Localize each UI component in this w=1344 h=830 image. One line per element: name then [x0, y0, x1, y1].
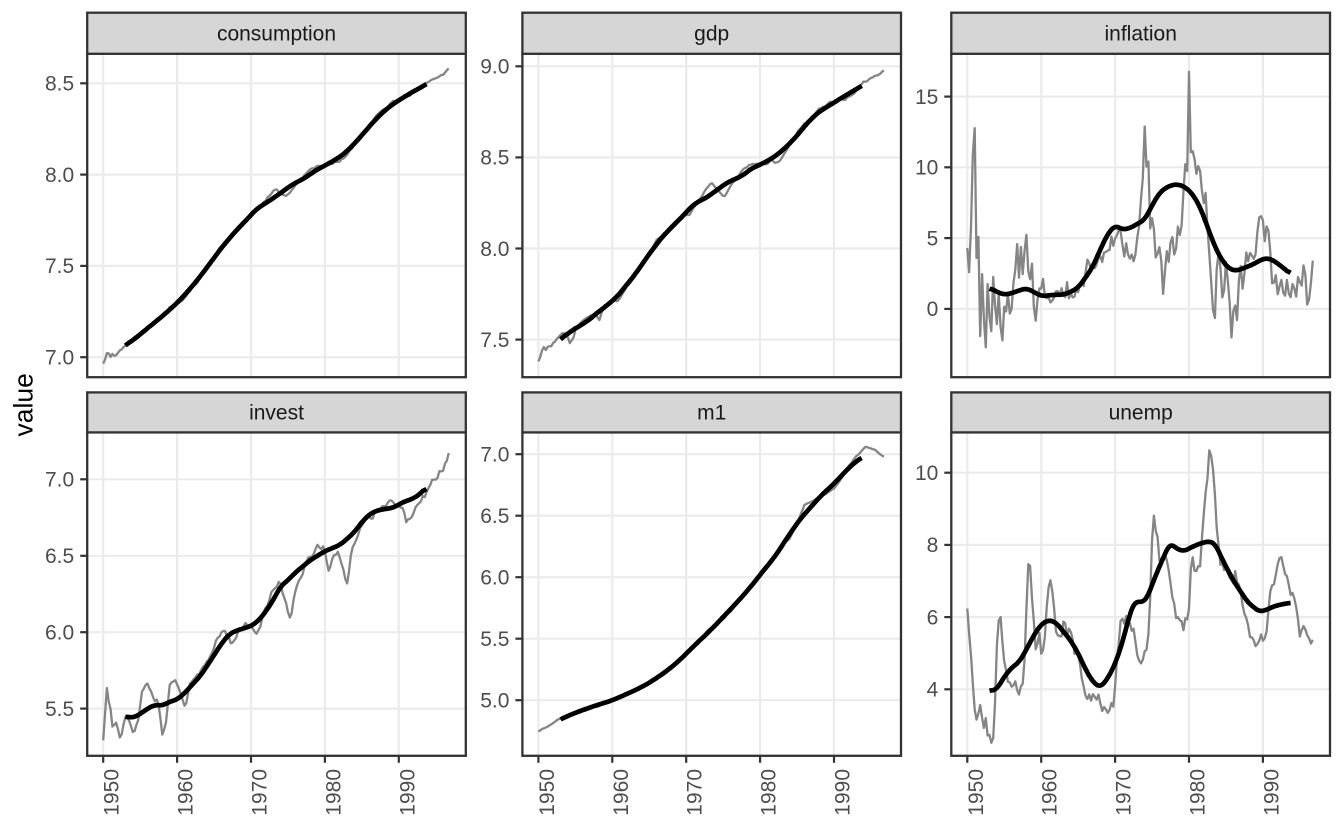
svg-text:1980: 1980: [758, 769, 781, 816]
svg-text:4: 4: [927, 679, 939, 702]
svg-text:5: 5: [927, 227, 939, 250]
svg-text:7.0: 7.0: [45, 347, 74, 370]
svg-text:1990: 1990: [396, 769, 419, 816]
svg-text:1960: 1960: [175, 769, 198, 816]
svg-text:8.0: 8.0: [45, 164, 74, 187]
svg-text:1960: 1960: [1039, 769, 1062, 816]
svg-text:7.0: 7.0: [480, 444, 509, 467]
svg-text:6.0: 6.0: [480, 567, 509, 590]
svg-text:8.5: 8.5: [480, 147, 509, 170]
svg-text:5.5: 5.5: [45, 698, 74, 721]
svg-text:10: 10: [915, 462, 938, 485]
svg-text:7.0: 7.0: [45, 469, 74, 492]
svg-text:1990: 1990: [832, 769, 855, 816]
svg-text:6.5: 6.5: [45, 545, 74, 568]
svg-text:consumption: consumption: [217, 23, 336, 46]
svg-text:inflation: inflation: [1105, 23, 1177, 46]
svg-text:6: 6: [927, 606, 939, 629]
svg-text:1970: 1970: [684, 769, 707, 816]
svg-text:6.5: 6.5: [480, 505, 509, 528]
svg-text:7.5: 7.5: [45, 255, 74, 278]
svg-text:invest: invest: [249, 402, 304, 425]
svg-text:8: 8: [927, 534, 939, 557]
svg-text:5.5: 5.5: [480, 628, 509, 651]
svg-text:1950: 1950: [536, 769, 559, 816]
svg-text:1980: 1980: [322, 769, 345, 816]
svg-text:value: value: [9, 373, 39, 436]
svg-text:10: 10: [915, 157, 938, 180]
svg-text:unemp: unemp: [1109, 402, 1173, 425]
svg-text:1980: 1980: [1187, 769, 1210, 816]
svg-text:1970: 1970: [249, 769, 272, 816]
svg-text:1950: 1950: [101, 769, 124, 816]
svg-text:gdp: gdp: [694, 23, 729, 46]
svg-text:9.0: 9.0: [480, 56, 509, 79]
svg-text:0: 0: [927, 298, 939, 321]
svg-text:1960: 1960: [610, 769, 633, 816]
svg-text:6.0: 6.0: [45, 622, 74, 645]
svg-text:7.5: 7.5: [480, 329, 509, 352]
svg-text:1970: 1970: [1113, 769, 1136, 816]
svg-text:1950: 1950: [965, 769, 988, 816]
svg-text:15: 15: [915, 86, 938, 109]
svg-text:8.5: 8.5: [45, 73, 74, 96]
svg-text:8.0: 8.0: [480, 238, 509, 261]
svg-text:m1: m1: [697, 402, 726, 425]
svg-text:1990: 1990: [1260, 769, 1283, 816]
svg-text:5.0: 5.0: [480, 690, 509, 713]
